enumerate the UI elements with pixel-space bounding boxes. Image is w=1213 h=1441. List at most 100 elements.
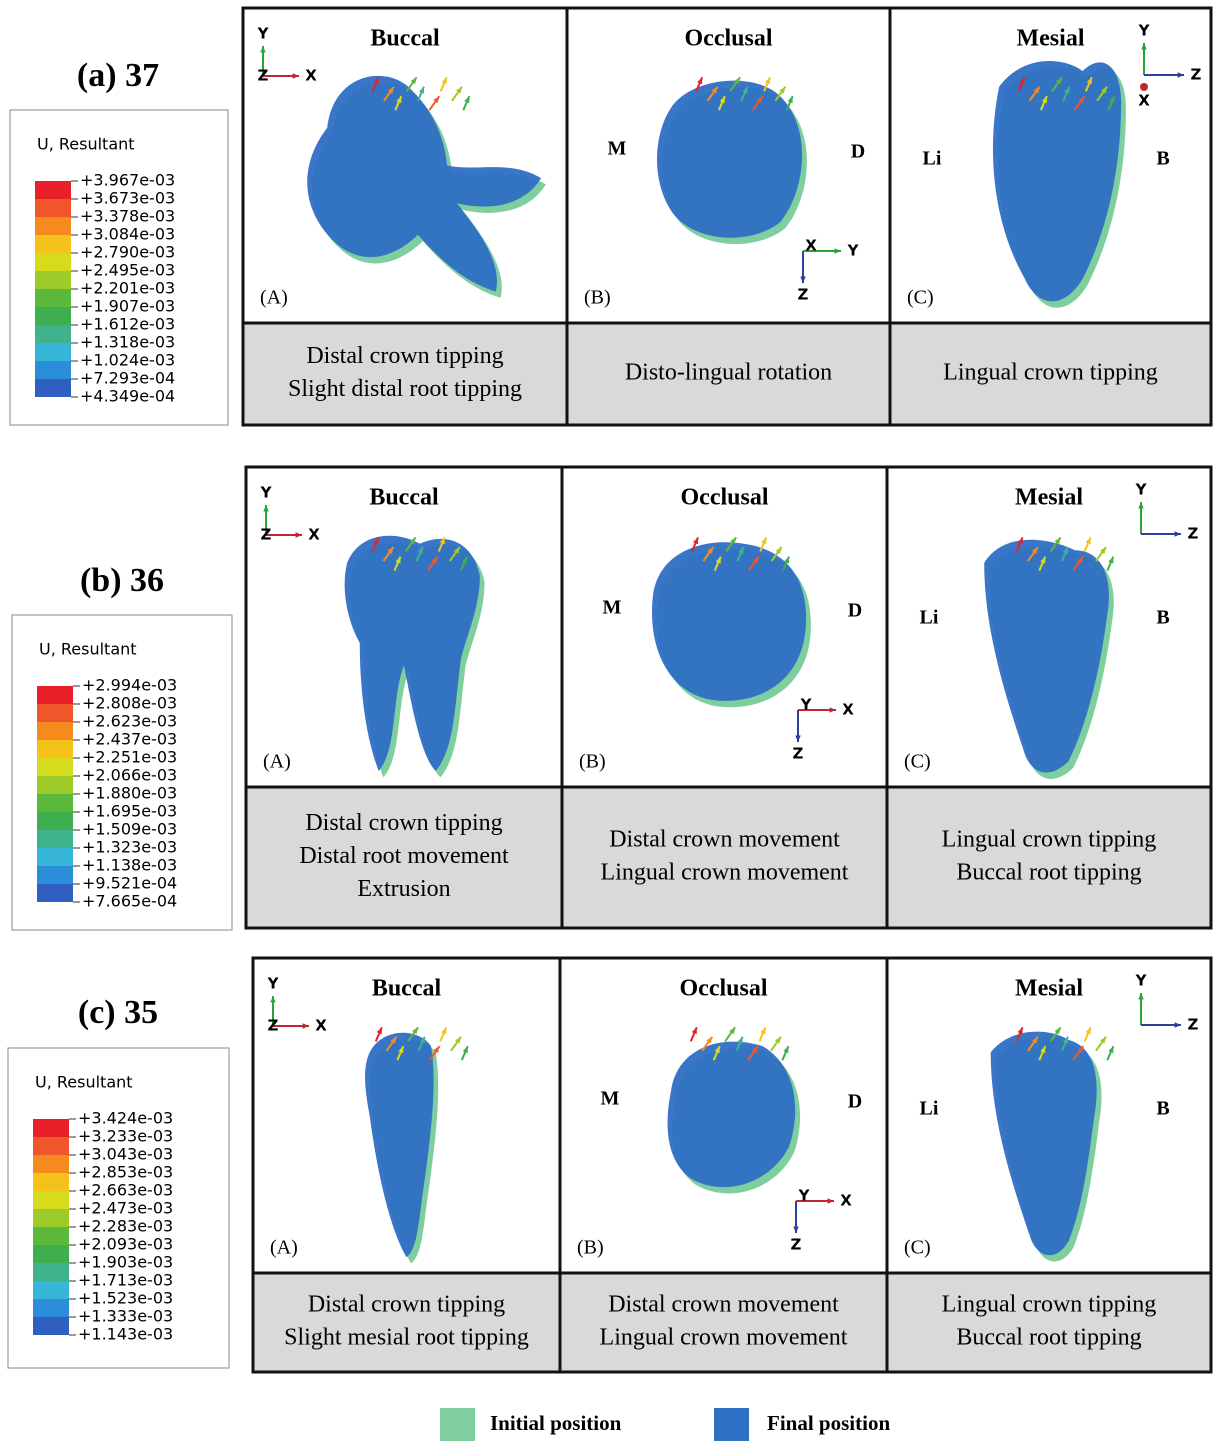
- arrow-head: [1109, 96, 1115, 104]
- axis-label: Z: [261, 526, 272, 544]
- arrow-head: [691, 1027, 697, 1035]
- legend-value: +3.043e-03: [78, 1145, 173, 1164]
- arrow-head: [730, 537, 737, 545]
- description-line: Distal crown movement: [609, 827, 840, 853]
- axis-label: Z: [798, 286, 809, 304]
- key-label: Final position: [767, 1411, 890, 1435]
- arrow-head: [1017, 1027, 1023, 1035]
- arrow-head: [398, 1046, 404, 1054]
- arrow-head: [419, 1036, 425, 1044]
- panel-image-frame: [888, 6, 1213, 325]
- description-line: Distal crown tipping: [308, 1292, 505, 1318]
- arrow-head: [373, 537, 379, 545]
- legend-swatch: [37, 740, 73, 758]
- arrow-head: [761, 537, 767, 545]
- panel-letter: (C): [904, 751, 931, 773]
- key-label: Initial position: [490, 1411, 622, 1435]
- description-line: Lingual crown tipping: [942, 827, 1157, 853]
- axis-label: X: [840, 1192, 852, 1210]
- legend-swatch: [37, 758, 73, 776]
- axis-label: Z: [268, 1017, 279, 1035]
- side-label: Li: [923, 148, 942, 170]
- key-swatch: [440, 1408, 475, 1441]
- legend-swatch: [33, 1119, 69, 1137]
- tooth-final: [990, 1031, 1097, 1256]
- panel-title: Mesial: [1015, 485, 1083, 511]
- axis-label: Z: [793, 745, 804, 763]
- legend-value: +2.437e-03: [82, 730, 177, 749]
- legend-swatch: [37, 686, 73, 704]
- description-line: Lingual crown tipping: [943, 360, 1158, 386]
- arrow-head: [793, 1226, 799, 1233]
- legend-value: +3.233e-03: [78, 1127, 173, 1146]
- legend-swatch: [37, 704, 73, 722]
- arrow-head: [453, 547, 460, 554]
- side-label: B: [1156, 148, 1169, 170]
- arrow-head: [1017, 537, 1023, 545]
- arrow-head: [1108, 556, 1114, 564]
- tooth-final: [667, 1041, 796, 1188]
- legend-swatch: [37, 866, 73, 884]
- arrow-head: [433, 96, 440, 104]
- axis-label: X: [308, 526, 320, 544]
- legend-value: +3.967e-03: [80, 171, 175, 190]
- legend-value: +1.138e-03: [82, 856, 177, 875]
- legend-swatch: [35, 325, 71, 343]
- legend-swatch: [35, 307, 71, 325]
- legend-value: +1.880e-03: [82, 784, 177, 803]
- arrow-head: [439, 537, 445, 545]
- legend-swatch: [33, 1245, 69, 1263]
- legend-swatch: [37, 830, 73, 848]
- side-label: B: [1156, 607, 1169, 629]
- arrow-head: [774, 1036, 781, 1044]
- legend-value: +1.907e-03: [80, 297, 175, 316]
- arrow-head: [779, 86, 786, 94]
- tooth-final: [652, 542, 807, 701]
- description-line: Disto-lingual rotation: [625, 360, 832, 386]
- legend-value: +2.790e-03: [80, 243, 175, 262]
- panel-letter: (A): [263, 751, 291, 773]
- arrow-head: [1086, 77, 1092, 85]
- side-label: D: [851, 141, 865, 163]
- description-box: [251, 1271, 562, 1374]
- arrow-head: [1100, 547, 1106, 554]
- tooth-final: [365, 1032, 434, 1258]
- legend-swatch: [33, 1209, 69, 1227]
- row-label: (a) 37: [77, 57, 159, 94]
- arrow-head: [1078, 96, 1085, 104]
- arrow-head: [1085, 537, 1091, 545]
- arrow-head: [292, 73, 299, 79]
- legend-value: +3.084e-03: [80, 225, 175, 244]
- arrow-head: [697, 77, 703, 85]
- axis-label: X: [305, 67, 317, 85]
- legend-value: +2.994e-03: [82, 676, 177, 695]
- tooth-final: [307, 75, 542, 292]
- arrow-head: [433, 1046, 440, 1054]
- panel-letter: (B): [579, 751, 606, 773]
- legend-value: +2.853e-03: [78, 1163, 173, 1182]
- legend-value: +2.808e-03: [82, 694, 177, 713]
- legend-value: +1.323e-03: [82, 838, 177, 857]
- arrow-head: [1064, 86, 1070, 94]
- legend-swatch: [37, 722, 73, 740]
- side-label: M: [601, 1088, 620, 1110]
- legend-swatch: [33, 1299, 69, 1317]
- axis-label: Y: [798, 1187, 811, 1205]
- arrow-head: [1138, 502, 1144, 509]
- arrow-head: [1040, 556, 1046, 564]
- side-label: D: [848, 600, 862, 622]
- arrow-head: [752, 1046, 759, 1054]
- axis-label: Z: [1188, 1016, 1199, 1034]
- arrow-head: [1077, 556, 1084, 564]
- arrow-head: [395, 556, 401, 564]
- arrow-head: [464, 96, 470, 104]
- legend-value: +1.713e-03: [78, 1271, 173, 1290]
- arrow-head: [396, 96, 402, 104]
- axis-label: X: [842, 701, 854, 719]
- legend-value: +2.495e-03: [80, 261, 175, 280]
- arrow-head: [783, 1046, 789, 1054]
- axis-label: Y: [257, 25, 270, 43]
- arrow-head: [376, 1027, 382, 1035]
- axis-origin: [1140, 83, 1148, 91]
